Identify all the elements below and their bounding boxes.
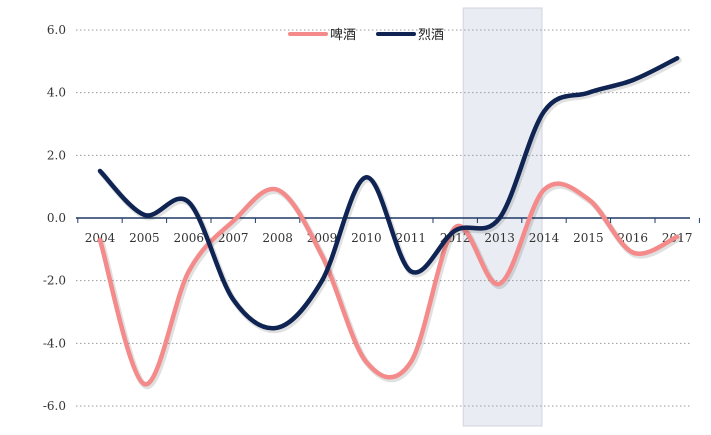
x-tick-label: 2006: [174, 231, 205, 245]
x-tick-label: 2011: [396, 231, 427, 245]
series-layer: [97, 55, 682, 390]
x-tick-label: 2016: [618, 231, 649, 245]
axis-layer: 2004 2005 2006 2007 2008 2009 2010 2011 2012 2013…: [76, 217, 700, 245]
series-line-shadow: [98, 57, 682, 334]
grid-layer: 6.0 4.0 2.0 0.0 -2.0 -4.0 -6.0: [43, 23, 690, 413]
y-tick-label: 0.0: [47, 211, 66, 225]
y-tick-label: -6.0: [43, 399, 66, 413]
y-tick-label: 4.0: [47, 86, 66, 100]
x-tick-label: 2010: [351, 231, 382, 245]
y-tick-label: 2.0: [47, 148, 66, 162]
legend: 啤酒 烈酒: [288, 28, 444, 43]
y-tick-label: -2.0: [43, 274, 66, 288]
x-tick-label: 2008: [262, 231, 293, 245]
x-tick-label: 2013: [484, 231, 515, 245]
y-tick-label: 6.0: [47, 23, 66, 37]
x-tick-label: 2007: [218, 231, 249, 245]
series-line-spirits: [97, 55, 680, 331]
series-line-beer: [97, 181, 680, 387]
legend-label: 啤酒: [330, 28, 356, 43]
y-tick-label: -4.0: [43, 336, 66, 350]
x-tick-label: 2005: [129, 231, 160, 245]
x-tick-label: 2014: [529, 231, 560, 245]
x-tick-label: 2015: [573, 231, 604, 245]
legend-label: 烈酒: [418, 28, 444, 43]
